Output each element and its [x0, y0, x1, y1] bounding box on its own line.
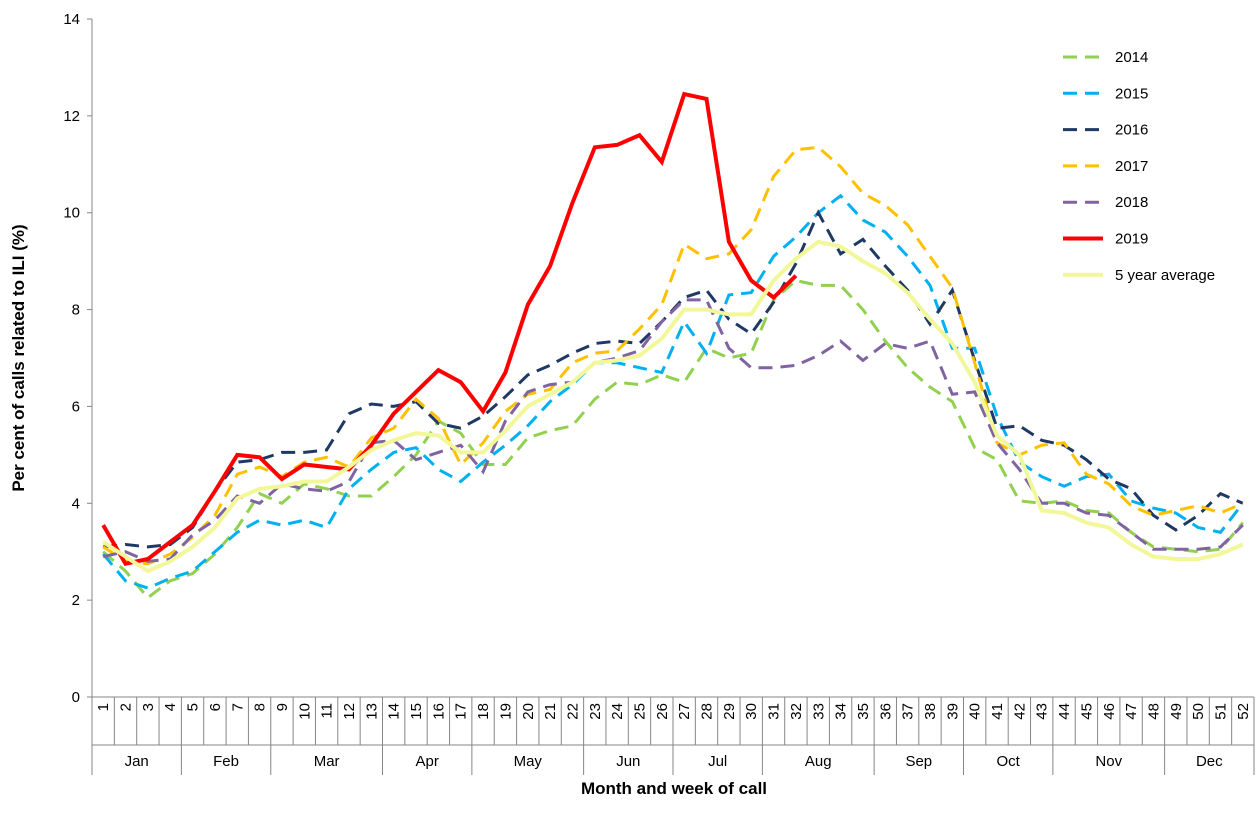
x-tick-label: 3 [140, 703, 157, 711]
x-tick-label: 43 [1034, 703, 1051, 720]
x-tick-label: 30 [743, 703, 760, 720]
x-tick-label: 23 [587, 703, 604, 720]
x-tick-label: 33 [810, 703, 827, 720]
x-tick-label: 18 [475, 703, 492, 720]
x-tick-label: 38 [922, 703, 939, 720]
x-tick-label: 21 [542, 703, 559, 720]
month-label: Sep [905, 753, 932, 770]
x-tick-label: 29 [721, 703, 738, 720]
month-label: Dec [1196, 753, 1223, 770]
legend-label: 2017 [1115, 158, 1148, 175]
x-tick-label: 2 [118, 703, 135, 711]
y-tick-label: 8 [72, 302, 80, 319]
x-tick-label: 36 [877, 703, 894, 720]
x-tick-label: 22 [564, 703, 581, 720]
x-tick-label: 35 [855, 703, 872, 720]
x-tick-label: 9 [274, 703, 291, 711]
x-tick-label: 11 [319, 703, 336, 719]
x-tick-label: 6 [207, 703, 224, 711]
x-tick-label: 41 [989, 703, 1006, 720]
x-tick-label: 16 [430, 703, 447, 720]
month-label: Jan [125, 753, 149, 770]
x-tick-label: 42 [1011, 703, 1028, 720]
x-tick-label: 1 [95, 703, 112, 711]
series-line [102, 239, 1244, 574]
x-tick-label: 20 [520, 703, 537, 720]
y-tick-label: 12 [63, 108, 80, 125]
x-tick-label: 52 [1235, 703, 1252, 720]
x-tick-label: 7 [229, 703, 246, 711]
x-tick-label: 4 [162, 703, 179, 711]
month-label: Feb [213, 753, 239, 770]
month-label: Aug [805, 753, 832, 770]
legend-label: 2019 [1115, 231, 1148, 248]
x-tick-label: 32 [788, 703, 805, 720]
legend-label: 2015 [1115, 85, 1148, 102]
month-label: Jun [616, 753, 640, 770]
x-tick-label: 37 [900, 703, 917, 720]
legend-label: 2014 [1115, 49, 1148, 66]
series-line [102, 278, 1244, 600]
month-label: May [514, 753, 543, 770]
y-tick-label: 10 [63, 205, 80, 222]
x-tick-label: 34 [833, 703, 850, 720]
x-tick-label: 45 [1078, 703, 1095, 720]
month-label: Oct [997, 753, 1021, 770]
x-tick-label: 49 [1168, 703, 1185, 720]
legend-label: 2016 [1115, 122, 1148, 139]
x-tick-label: 39 [944, 703, 961, 720]
y-tick-label: 6 [72, 398, 80, 415]
x-tick-label: 17 [453, 703, 470, 720]
x-axis-title: Month and week of call [581, 779, 767, 798]
x-tick-label: 40 [967, 703, 984, 720]
x-tick-label: 50 [1190, 703, 1207, 720]
x-tick-label: 25 [631, 703, 648, 720]
month-label: Nov [1095, 753, 1122, 770]
x-tick-label: 13 [363, 703, 380, 720]
legend-label: 5 year average [1115, 267, 1215, 284]
x-tick-label: 10 [296, 703, 313, 720]
month-label: Jul [708, 753, 727, 770]
x-tick-label: 48 [1145, 703, 1162, 720]
x-tick-label: 12 [341, 703, 358, 720]
x-tick-label: 8 [252, 703, 269, 711]
series-line [102, 193, 1244, 590]
y-tick-label: 0 [72, 689, 80, 706]
x-tick-label: 19 [497, 703, 514, 720]
x-tick-label: 26 [654, 703, 671, 720]
y-axis-title: Per cent of calls related to ILI (%) [9, 224, 28, 491]
y-tick-label: 14 [63, 11, 80, 28]
x-tick-label: 15 [408, 703, 425, 720]
y-tick-label: 2 [72, 592, 80, 609]
x-tick-label: 44 [1056, 703, 1073, 720]
series-line [101, 91, 798, 567]
y-tick-label: 4 [72, 495, 80, 512]
series-line [102, 145, 1244, 566]
x-tick-label: 27 [676, 703, 693, 720]
legend-label: 2018 [1115, 194, 1148, 211]
x-tick-label: 31 [766, 703, 783, 720]
x-tick-label: 46 [1101, 703, 1118, 720]
x-tick-label: 28 [699, 703, 716, 720]
x-tick-label: 47 [1123, 703, 1140, 720]
series-line [102, 298, 1244, 563]
month-label: Mar [314, 753, 340, 770]
x-tick-label: 51 [1212, 703, 1229, 720]
month-label: Apr [416, 753, 439, 770]
x-tick-label: 5 [185, 703, 202, 711]
x-tick-label: 24 [609, 703, 626, 720]
x-tick-label: 14 [386, 703, 403, 720]
